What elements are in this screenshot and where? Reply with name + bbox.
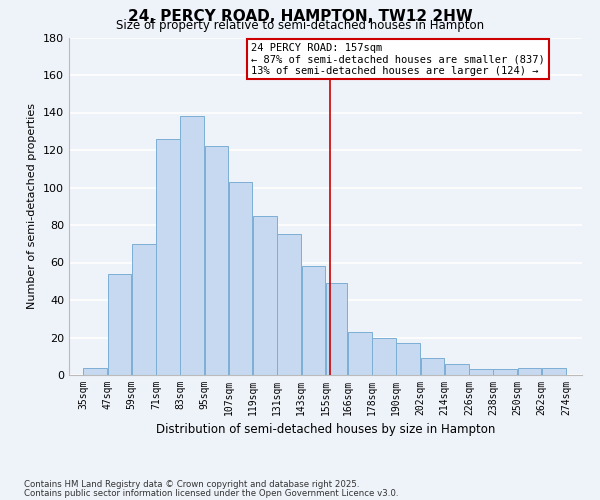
Bar bbox=[277, 234, 301, 375]
Text: Contains public sector information licensed under the Open Government Licence v3: Contains public sector information licen… bbox=[24, 489, 398, 498]
Bar bbox=[542, 368, 566, 375]
Bar bbox=[107, 274, 131, 375]
Bar bbox=[348, 332, 371, 375]
Bar bbox=[181, 116, 204, 375]
Bar bbox=[156, 138, 180, 375]
X-axis label: Distribution of semi-detached houses by size in Hampton: Distribution of semi-detached houses by … bbox=[156, 424, 495, 436]
Bar bbox=[205, 146, 228, 375]
Bar bbox=[445, 364, 469, 375]
Bar bbox=[132, 244, 155, 375]
Text: 24, PERCY ROAD, HAMPTON, TW12 2HW: 24, PERCY ROAD, HAMPTON, TW12 2HW bbox=[128, 9, 472, 24]
Bar bbox=[229, 182, 253, 375]
Bar bbox=[83, 368, 107, 375]
Bar bbox=[518, 368, 541, 375]
Text: Size of property relative to semi-detached houses in Hampton: Size of property relative to semi-detach… bbox=[116, 19, 484, 32]
Bar bbox=[253, 216, 277, 375]
Bar bbox=[326, 283, 347, 375]
Bar bbox=[421, 358, 445, 375]
Bar bbox=[397, 343, 420, 375]
Text: 24 PERCY ROAD: 157sqm
← 87% of semi-detached houses are smaller (837)
13% of sem: 24 PERCY ROAD: 157sqm ← 87% of semi-deta… bbox=[251, 42, 545, 76]
Bar bbox=[493, 370, 517, 375]
Text: Contains HM Land Registry data © Crown copyright and database right 2025.: Contains HM Land Registry data © Crown c… bbox=[24, 480, 359, 489]
Bar bbox=[302, 266, 325, 375]
Bar bbox=[469, 370, 493, 375]
Y-axis label: Number of semi-detached properties: Number of semi-detached properties bbox=[28, 104, 37, 309]
Bar bbox=[372, 338, 396, 375]
